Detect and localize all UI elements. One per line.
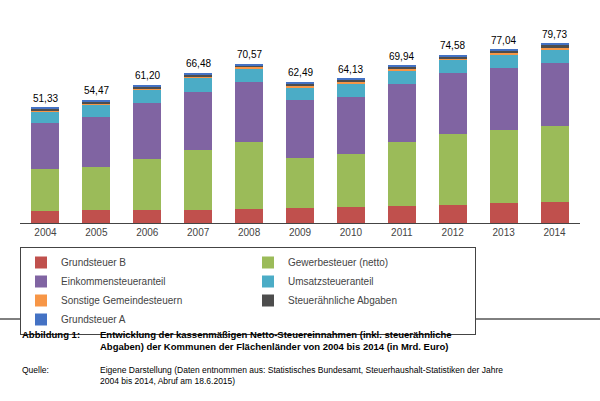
svg-text:70,57: 70,57 xyxy=(237,49,262,60)
svg-text:2014: 2014 xyxy=(543,227,566,238)
svg-text:64,13: 64,13 xyxy=(338,64,363,75)
svg-text:Abbildung 1:: Abbildung 1: xyxy=(22,329,80,340)
svg-text:2007: 2007 xyxy=(187,227,210,238)
svg-text:Gewerbesteuer (netto): Gewerbesteuer (netto) xyxy=(288,257,388,268)
svg-text:69,94: 69,94 xyxy=(389,51,414,62)
svg-text:2009: 2009 xyxy=(289,227,312,238)
svg-text:62,49: 62,49 xyxy=(288,67,313,78)
svg-text:Steuerähnliche Abgaben: Steuerähnliche Abgaben xyxy=(288,295,397,306)
svg-text:2013: 2013 xyxy=(493,227,516,238)
svg-text:66,48: 66,48 xyxy=(186,58,211,69)
svg-text:Quelle:: Quelle: xyxy=(22,365,49,375)
svg-text:Grundsteuer B: Grundsteuer B xyxy=(61,257,126,268)
svg-text:2004: 2004 xyxy=(34,227,57,238)
svg-text:Umsatzsteueranteil: Umsatzsteueranteil xyxy=(288,276,374,287)
svg-text:Entwicklung der kassenmäßigen: Entwicklung der kassenmäßigen Netto-Steu… xyxy=(100,329,452,352)
svg-text:2005: 2005 xyxy=(85,227,108,238)
svg-text:Eigene Darstellung (Daten entn: Eigene Darstellung (Daten entnommen aus:… xyxy=(100,365,503,386)
svg-text:2011: 2011 xyxy=(391,227,413,238)
svg-text:Grundsteuer A: Grundsteuer A xyxy=(61,314,126,325)
svg-text:Einkommensteueranteil: Einkommensteueranteil xyxy=(61,276,166,287)
svg-text:74,58: 74,58 xyxy=(440,40,465,51)
svg-text:2008: 2008 xyxy=(238,227,261,238)
svg-text:2010: 2010 xyxy=(340,227,363,238)
svg-text:51,33: 51,33 xyxy=(33,93,58,104)
svg-text:2012: 2012 xyxy=(442,227,465,238)
svg-text:2006: 2006 xyxy=(136,227,159,238)
svg-text:Sonstige Gemeindesteuern: Sonstige Gemeindesteuern xyxy=(61,295,182,306)
svg-text:61,20: 61,20 xyxy=(135,70,160,81)
svg-text:77,04: 77,04 xyxy=(491,35,516,46)
svg-text:54,47: 54,47 xyxy=(84,85,109,96)
svg-text:79,73: 79,73 xyxy=(542,29,567,40)
